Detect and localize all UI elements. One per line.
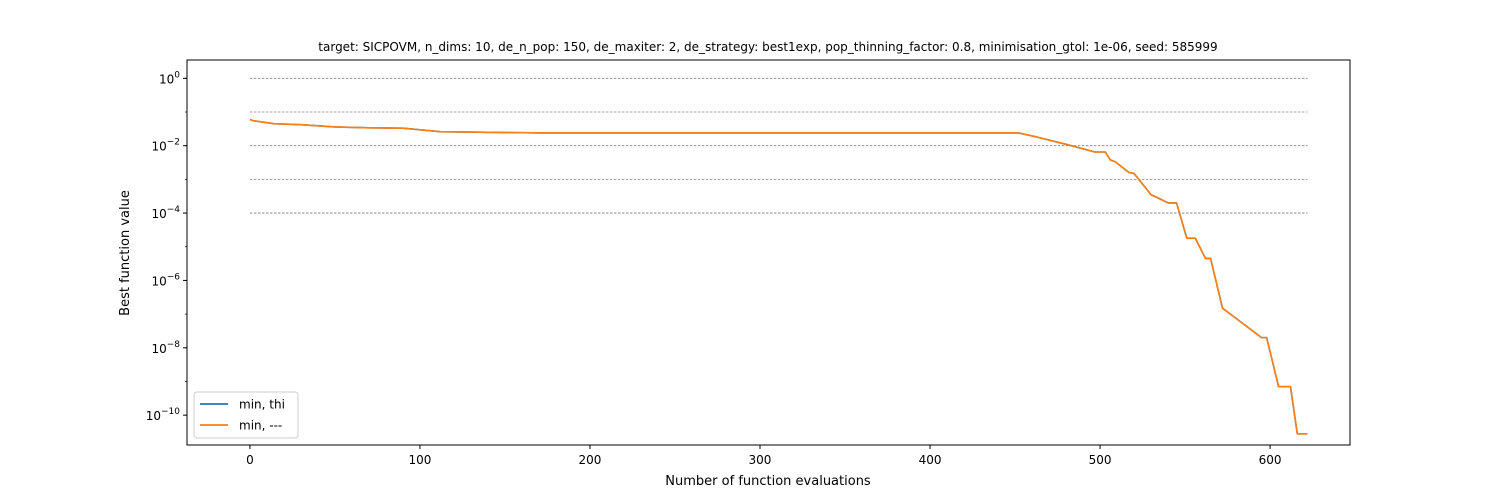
x-tick-label: 400 <box>919 453 942 467</box>
y-tick-label: 10−10 <box>146 407 181 423</box>
y-tick-label: 10−4 <box>151 205 180 221</box>
x-tick-label: 200 <box>579 453 602 467</box>
y-axis-label: Best function value <box>118 190 133 316</box>
x-tick-label: 100 <box>408 453 431 467</box>
x-tick-label: 300 <box>749 453 772 467</box>
legend-label: min, thi <box>239 398 285 412</box>
x-tick-label: 0 <box>246 453 254 467</box>
plot-area <box>187 60 1350 445</box>
y-tick-label: 10−6 <box>151 272 180 288</box>
legend: min, thi min, --- <box>193 391 299 439</box>
x-tick-label: 500 <box>1089 453 1112 467</box>
y-tick-label: 10−8 <box>151 340 180 356</box>
x-axis-ticks: 0 100 200 300 400 500 600 <box>246 445 1282 467</box>
y-tick-label: 100 <box>159 70 180 86</box>
plot-frame <box>186 59 1351 446</box>
legend-label: min, --- <box>239 419 282 433</box>
x-tick-label: 600 <box>1259 453 1282 467</box>
series-layer <box>249 118 1308 435</box>
x-axis-label: Number of function evaluations <box>665 474 871 489</box>
series-line-2 <box>249 118 1308 435</box>
y-tick-label: 10−2 <box>151 138 180 154</box>
chart-title: target: SICPOVM, n_dims: 10, de_n_pop: 1… <box>318 40 1217 54</box>
reference-lines <box>249 77 1308 214</box>
y-axis-ticks: 100 10−2 10−4 10−6 10−8 10−10 <box>146 70 187 423</box>
